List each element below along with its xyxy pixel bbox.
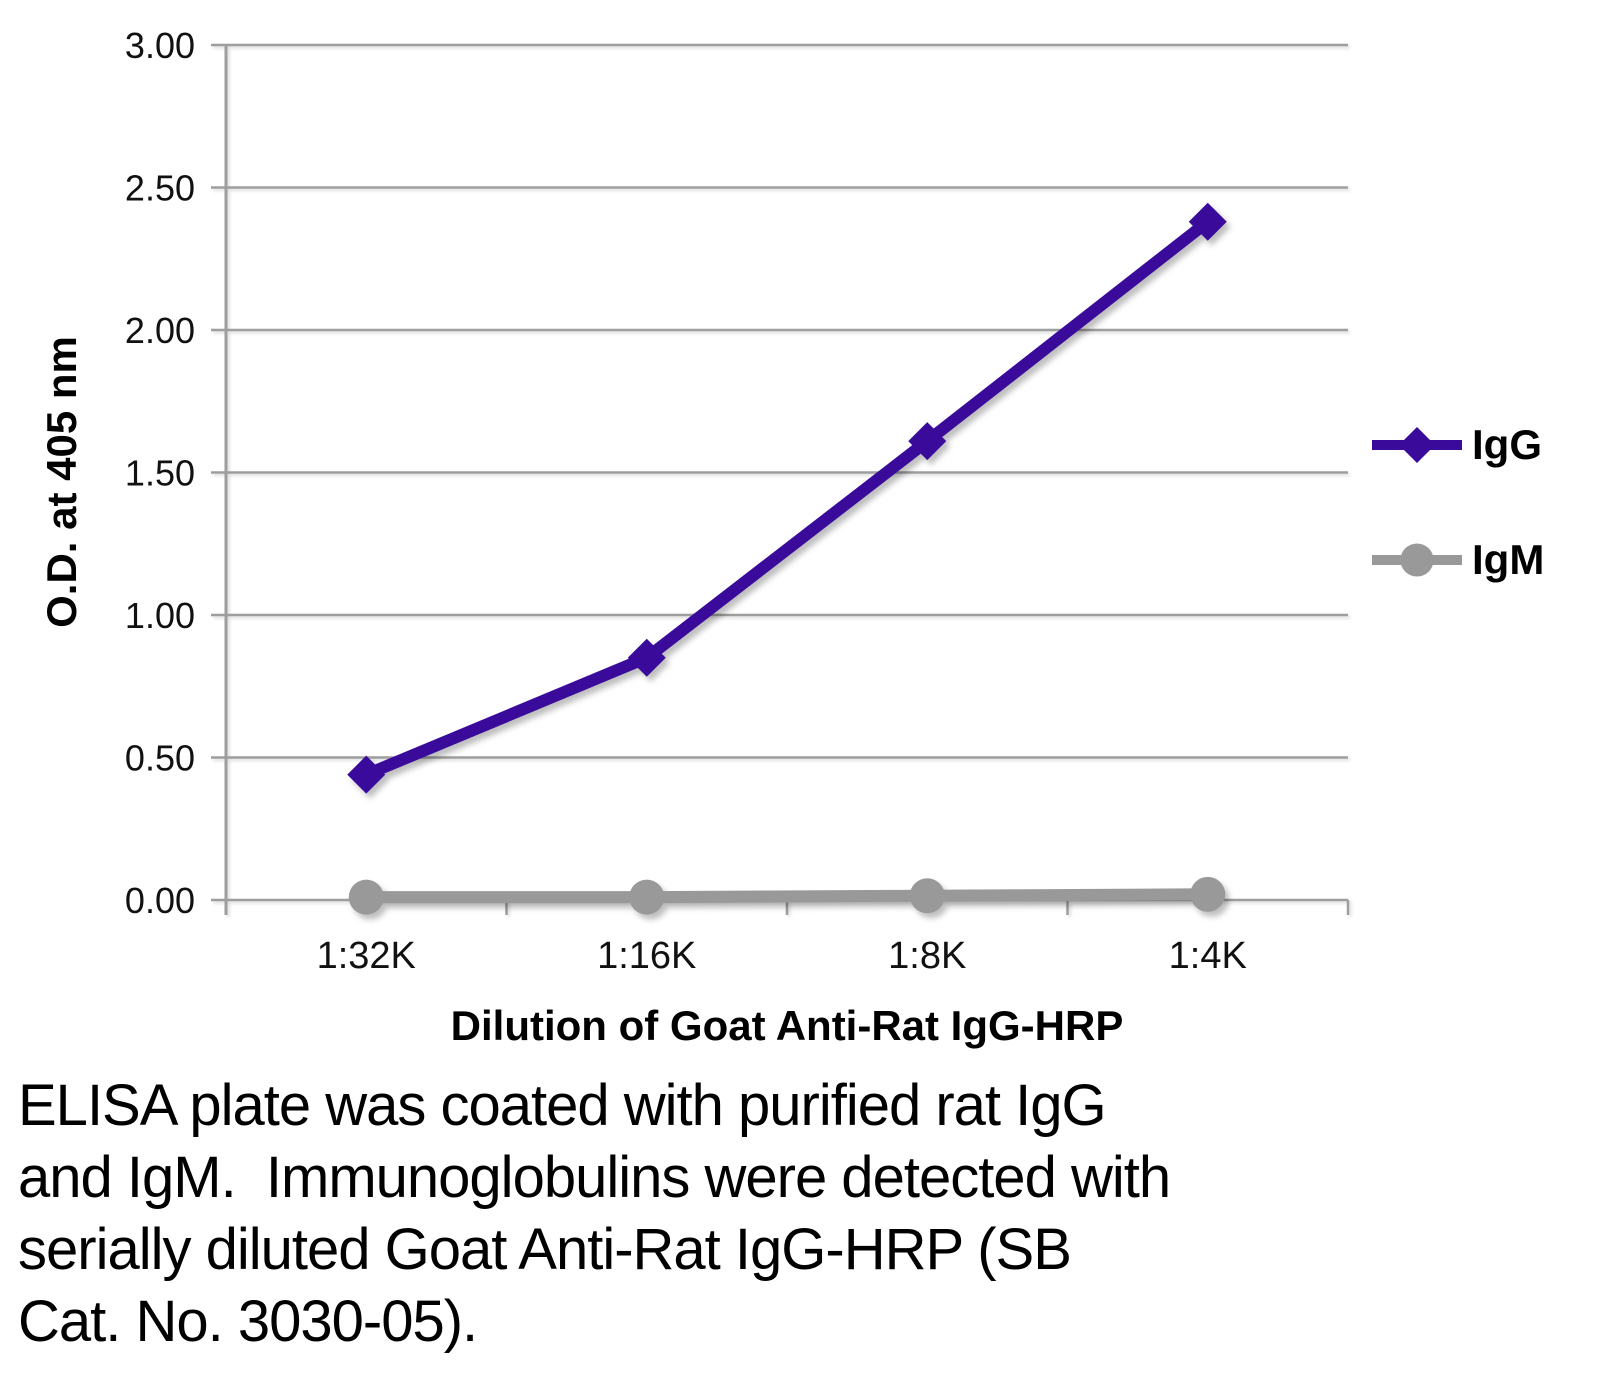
igg-data-point bbox=[908, 422, 947, 461]
igg-series-line bbox=[360, 215, 1214, 781]
x-tick-label: 1:32K bbox=[317, 935, 416, 977]
igm-data-point bbox=[909, 878, 945, 914]
legend-item-igm: IgM bbox=[1368, 536, 1545, 583]
igg-series bbox=[347, 202, 1227, 794]
gridlines bbox=[211, 43, 1350, 915]
y-tick-label: 1.00 bbox=[125, 595, 195, 636]
igm-data-point bbox=[348, 879, 384, 915]
line-chart: 0.00 0.50 1.00 1.50 2.00 2.50 3.00 1:32K 1:16K 1:… bbox=[125, 25, 1350, 977]
caption-line: and IgM. Immunoglobulins were detected w… bbox=[18, 1145, 1171, 1210]
igm-data-point bbox=[629, 879, 665, 915]
igg-data-point bbox=[347, 755, 386, 794]
y-tick-label: 2.50 bbox=[125, 168, 195, 209]
legend-marker bbox=[1399, 427, 1435, 463]
igg-line-marker-icon bbox=[1372, 427, 1462, 463]
y-tick-label: 0.50 bbox=[125, 738, 195, 779]
igg-data-point bbox=[627, 638, 666, 677]
caption-line: ELISA plate was coated with purified rat… bbox=[18, 1073, 1107, 1138]
igm-series bbox=[348, 876, 1226, 915]
caption-line: Cat. No. 3030-05). bbox=[18, 1289, 478, 1354]
caption-line: serially diluted Goat Anti-Rat IgG-HRP (… bbox=[18, 1217, 1072, 1282]
legend-label-igg: IgG bbox=[1472, 421, 1542, 468]
y-tick-label: 2.00 bbox=[125, 310, 195, 351]
y-tick-label: 0.00 bbox=[125, 880, 195, 921]
y-tick-label: 1.50 bbox=[125, 453, 195, 494]
igg-data-point bbox=[1188, 202, 1227, 241]
x-axis-title: Dilution of Goat Anti-Rat IgG-HRP bbox=[450, 1002, 1124, 1049]
x-tick-label: 1:8K bbox=[888, 935, 966, 977]
x-tick-label: 1:4K bbox=[1169, 935, 1247, 977]
x-tick-label: 1:16K bbox=[597, 935, 696, 977]
y-tick-label: 3.00 bbox=[125, 25, 195, 66]
igg-legend-swatch bbox=[1372, 427, 1462, 463]
legend-label-igm: IgM bbox=[1472, 536, 1545, 583]
figure-caption: ELISA plate was coated with purified rat… bbox=[18, 1070, 1171, 1358]
y-axis-title: O.D. at 405 nm bbox=[38, 336, 85, 628]
igm-line-marker-icon bbox=[1372, 543, 1462, 577]
legend: IgG IgM bbox=[1368, 421, 1545, 583]
legend-marker bbox=[1400, 543, 1434, 577]
igm-series-line bbox=[360, 888, 1214, 904]
igm-legend-swatch bbox=[1372, 543, 1462, 577]
igm-data-point bbox=[1190, 876, 1226, 912]
legend-item-igg: IgG bbox=[1368, 421, 1544, 468]
